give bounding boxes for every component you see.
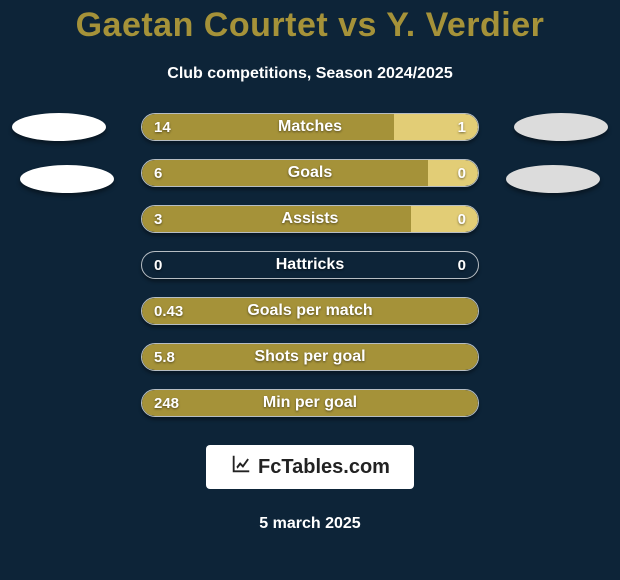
- stat-label: Assists: [142, 206, 478, 232]
- stat-row: Matches14 1: [141, 113, 479, 141]
- stat-row: Min per goal248: [141, 389, 479, 417]
- chart-icon: [230, 453, 252, 481]
- stat-row: Shots per goal5.8: [141, 343, 479, 371]
- stat-value-left: 14: [154, 114, 171, 140]
- watermark-text: FcTables.com: [258, 456, 390, 479]
- stat-value-left: 248: [154, 390, 179, 416]
- vs-separator: vs: [328, 6, 386, 44]
- player-a-name: Gaetan Courtet: [76, 6, 329, 44]
- stat-row: Goals per match0.43: [141, 297, 479, 325]
- subtitle: Club competitions, Season 2024/2025: [167, 65, 452, 83]
- watermark-badge: FcTables.com: [206, 445, 414, 489]
- stat-value-right: 0: [458, 252, 466, 278]
- stat-row: Assists3 0: [141, 205, 479, 233]
- stat-label: Goals: [142, 160, 478, 186]
- date-text: 5 march 2025: [259, 515, 360, 533]
- stat-row: Goals6 0: [141, 159, 479, 187]
- comparison-area: Matches141Goals60Assists30Hattricks00Goa…: [0, 113, 620, 417]
- stat-value-left: 0.43: [154, 298, 183, 324]
- stat-row: Hattricks0 0: [141, 251, 479, 279]
- stat-value-left: 3: [154, 206, 162, 232]
- stat-label: Min per goal: [142, 390, 478, 416]
- stat-label: Matches: [142, 114, 478, 140]
- stat-value-left: 6: [154, 160, 162, 186]
- stat-value-left: 0: [154, 252, 162, 278]
- stat-value-right: 0: [458, 206, 466, 232]
- stat-label: Hattricks: [142, 252, 478, 278]
- stat-rows: Matches141Goals60Assists30Hattricks00Goa…: [141, 113, 479, 417]
- stat-label: Goals per match: [142, 298, 478, 324]
- stat-value-right: 1: [458, 114, 466, 140]
- stat-label: Shots per goal: [142, 344, 478, 370]
- page-title: Gaetan Courtet vs Y. Verdier: [76, 6, 545, 45]
- decor-ellipse-right-bottom: [506, 165, 600, 193]
- stat-value-right: 0: [458, 160, 466, 186]
- decor-ellipse-right-top: [514, 113, 608, 141]
- stat-value-left: 5.8: [154, 344, 175, 370]
- decor-ellipse-left-bottom: [20, 165, 114, 193]
- decor-ellipse-left-top: [12, 113, 106, 141]
- player-b-name: Y. Verdier: [386, 6, 544, 44]
